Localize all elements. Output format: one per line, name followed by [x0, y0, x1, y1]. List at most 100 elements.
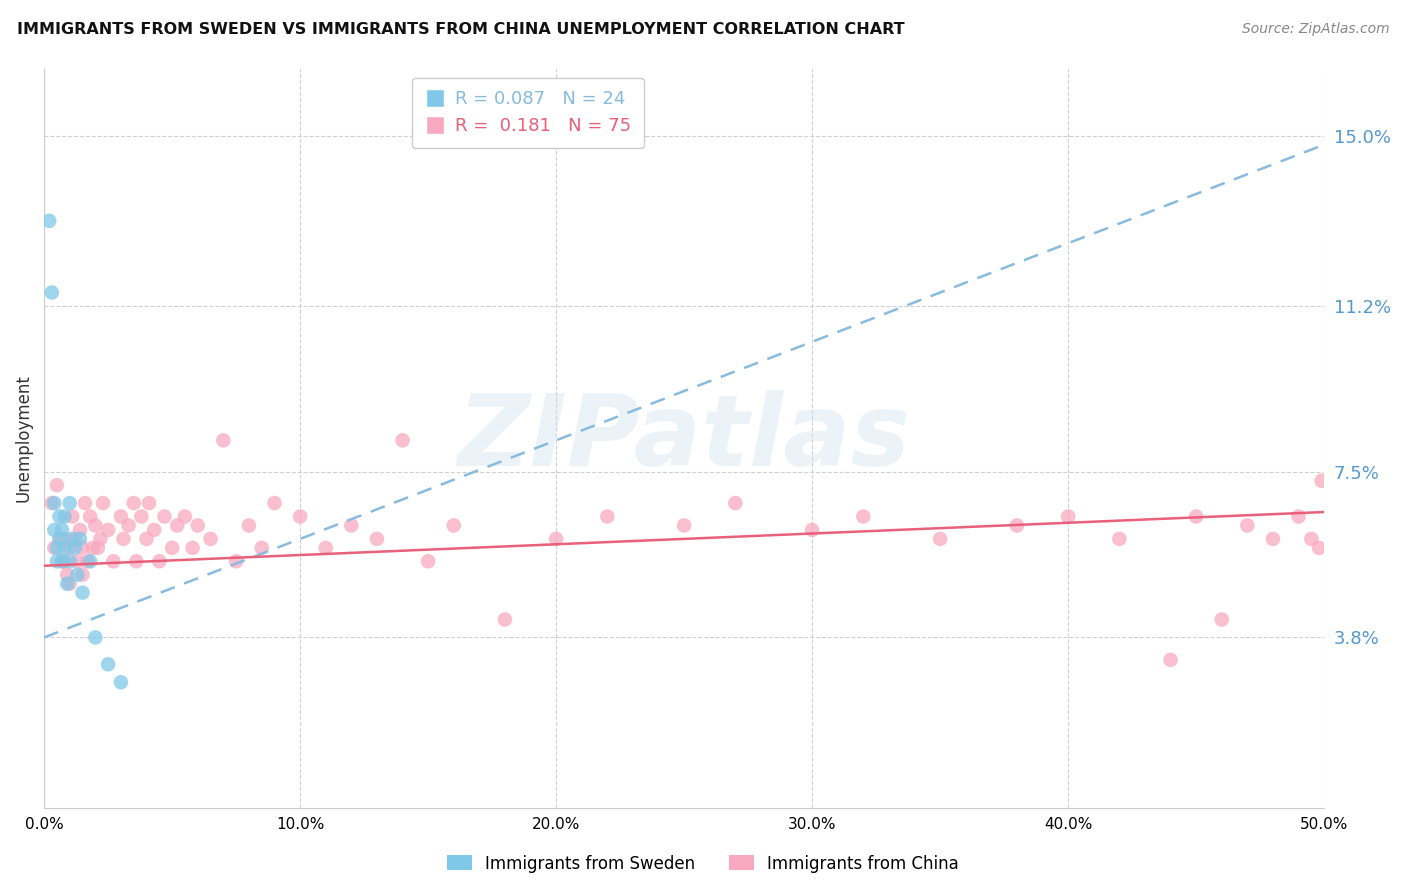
Point	[48, 509, 70, 524]
Point	[91, 496, 114, 510]
Point	[44, 541, 66, 555]
Point	[288, 509, 311, 524]
Point	[45, 478, 67, 492]
Point	[225, 554, 247, 568]
Text: IMMIGRANTS FROM SWEDEN VS IMMIGRANTS FROM CHINA UNEMPLOYMENT CORRELATION CHART: IMMIGRANTS FROM SWEDEN VS IMMIGRANTS FRO…	[17, 22, 904, 37]
Point	[72, 585, 94, 599]
Point	[1301, 532, 1323, 546]
Point	[1057, 509, 1080, 524]
Point	[89, 532, 111, 546]
Point	[41, 285, 63, 300]
Point	[110, 675, 132, 690]
Point	[84, 518, 107, 533]
Point	[56, 576, 79, 591]
Point	[44, 523, 66, 537]
Point	[69, 532, 91, 546]
Point	[212, 434, 235, 448]
Legend: R = 0.087   N = 24, R =  0.181   N = 75: R = 0.087 N = 24, R = 0.181 N = 75	[412, 78, 644, 148]
Point	[1108, 532, 1130, 546]
Point	[72, 541, 94, 555]
Point	[110, 509, 132, 524]
Point	[135, 532, 157, 546]
Point	[174, 509, 197, 524]
Point	[1236, 518, 1258, 533]
Point	[59, 576, 82, 591]
Point	[852, 509, 875, 524]
Point	[87, 541, 110, 555]
Point	[60, 532, 83, 546]
Point	[494, 613, 516, 627]
Point	[138, 496, 160, 510]
Point	[53, 509, 76, 524]
Point	[596, 509, 619, 524]
Point	[1310, 474, 1333, 488]
Point	[59, 554, 82, 568]
Point	[263, 496, 285, 510]
Point	[1005, 518, 1028, 533]
Text: Source: ZipAtlas.com: Source: ZipAtlas.com	[1241, 22, 1389, 37]
Point	[48, 532, 70, 546]
Point	[48, 532, 70, 546]
Point	[181, 541, 204, 555]
Point	[122, 496, 145, 510]
Point	[72, 567, 94, 582]
Point	[160, 541, 183, 555]
Point	[131, 509, 153, 524]
Point	[38, 214, 60, 228]
Point	[187, 518, 209, 533]
Point	[724, 496, 747, 510]
Point	[315, 541, 337, 555]
Point	[238, 518, 260, 533]
Point	[51, 523, 73, 537]
Point	[97, 657, 120, 672]
Text: ZIPatlas: ZIPatlas	[457, 390, 911, 487]
Point	[1308, 541, 1330, 555]
Point	[153, 509, 176, 524]
Point	[75, 496, 97, 510]
Point	[1160, 653, 1182, 667]
Point	[148, 554, 170, 568]
Point	[200, 532, 222, 546]
Point	[79, 554, 101, 568]
Point	[366, 532, 388, 546]
Point	[51, 554, 73, 568]
Point	[45, 554, 67, 568]
Point	[63, 541, 86, 555]
Point	[59, 541, 82, 555]
Point	[60, 509, 83, 524]
Point	[801, 523, 824, 537]
Point	[76, 554, 98, 568]
Point	[340, 518, 363, 533]
Point	[59, 496, 82, 510]
Point	[51, 554, 73, 568]
Point	[63, 532, 86, 546]
Point	[53, 532, 76, 546]
Point	[1261, 532, 1284, 546]
Point	[416, 554, 439, 568]
Point	[66, 554, 89, 568]
Point	[143, 523, 166, 537]
Point	[125, 554, 148, 568]
Point	[56, 567, 79, 582]
Point	[97, 523, 120, 537]
Point	[443, 518, 465, 533]
Point	[1211, 613, 1233, 627]
Point	[82, 541, 104, 555]
Legend: Immigrants from Sweden, Immigrants from China: Immigrants from Sweden, Immigrants from …	[440, 848, 966, 880]
Point	[84, 631, 107, 645]
Point	[45, 541, 67, 555]
Y-axis label: Unemployment: Unemployment	[15, 374, 32, 502]
Point	[41, 496, 63, 510]
Point	[1185, 509, 1208, 524]
Point	[53, 541, 76, 555]
Point	[44, 496, 66, 510]
Point	[546, 532, 568, 546]
Point	[673, 518, 696, 533]
Point	[250, 541, 273, 555]
Point	[53, 554, 76, 568]
Point	[79, 509, 101, 524]
Point	[391, 434, 413, 448]
Point	[1288, 509, 1310, 524]
Point	[69, 523, 91, 537]
Point	[166, 518, 188, 533]
